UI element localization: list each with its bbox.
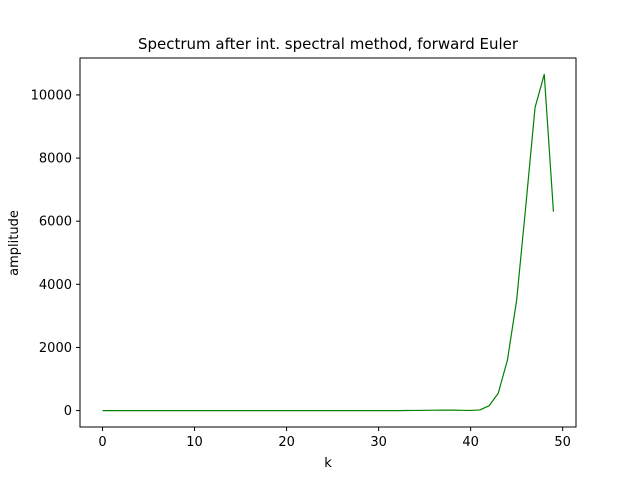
x-tick-label: 40 [462,435,479,450]
y-axis-label: amplitude [7,210,22,276]
x-tick-label: 50 [554,435,571,450]
y-tick-label: 2000 [39,341,72,356]
y-tick-label: 6000 [39,215,72,230]
chart-title: Spectrum after int. spectral method, for… [138,35,519,53]
x-tick-label: 30 [370,435,387,450]
plot-area [102,73,555,412]
y-tick-label: 0 [64,404,72,419]
x-tick-label: 20 [278,435,295,450]
x-tick-label: 10 [186,435,203,450]
y-tick-label: 8000 [39,152,72,167]
y-tick-label: 10000 [31,88,72,103]
y-tick-label: 4000 [39,278,72,293]
axis-ticks: 0 10 20 30 40 50 0 2000 4000 6000 8000 10000 [31,88,571,450]
plot-frame [79,57,577,428]
series-line [102,73,555,412]
x-axis-label: k [324,456,332,471]
x-tick-label: 0 [98,435,106,450]
